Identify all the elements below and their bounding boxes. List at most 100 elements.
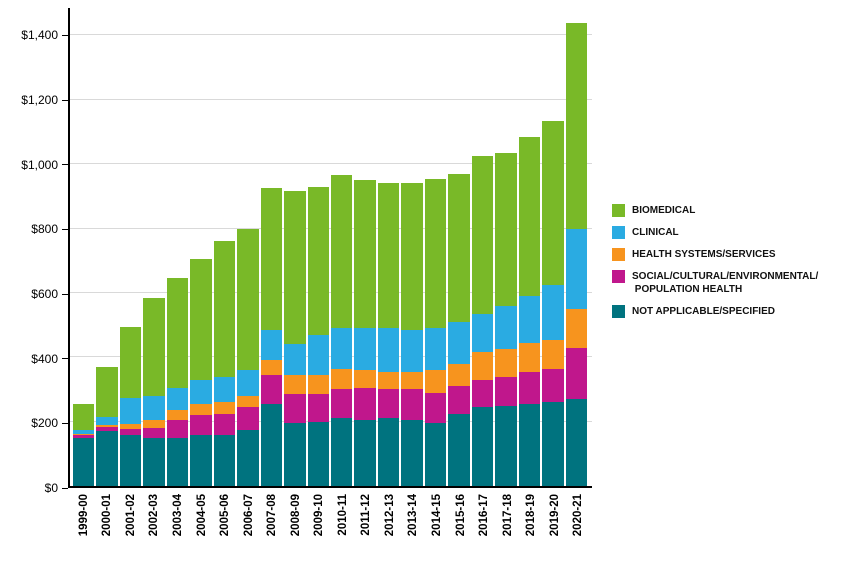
x-axis-label: 2015-16 bbox=[454, 494, 467, 537]
bar-segment bbox=[284, 394, 306, 424]
bar-segment bbox=[143, 297, 165, 396]
bar-segment bbox=[330, 328, 353, 369]
bar-segment bbox=[119, 429, 142, 436]
legend-swatch bbox=[612, 226, 625, 239]
bar-segment bbox=[143, 437, 165, 486]
y-axis-tick-mark bbox=[62, 358, 68, 360]
bar-segment bbox=[448, 363, 470, 387]
bar-segment bbox=[424, 423, 447, 486]
bar-2008-09 bbox=[284, 8, 306, 486]
bar-segment bbox=[260, 188, 283, 330]
y-axis-tick-label: $200 bbox=[31, 416, 58, 431]
x-axis-label: 2011-12 bbox=[360, 494, 373, 536]
bar-segment bbox=[401, 371, 423, 390]
bar-segment bbox=[190, 403, 212, 416]
bar-2001-02 bbox=[119, 8, 142, 486]
bar-segment bbox=[190, 434, 212, 486]
bar-segment bbox=[284, 191, 306, 345]
x-axis-label: 2019-20 bbox=[548, 494, 561, 537]
legend-label: NOT APPLICABLE/SPECIFIED bbox=[632, 306, 775, 317]
bars-container bbox=[70, 8, 592, 486]
bar-segment bbox=[237, 407, 259, 430]
x-axis-label: 2004-05 bbox=[195, 494, 208, 537]
bar-segment bbox=[260, 360, 283, 375]
bar-segment bbox=[96, 424, 118, 428]
bar-segment bbox=[518, 136, 541, 297]
y-axis-tick-mark bbox=[62, 99, 68, 101]
chart-area: $0 $200 $400 $600 $800 $1,000 $1,200 $1,400 199… bbox=[0, 8, 594, 570]
bar-segment bbox=[354, 370, 376, 388]
x-axis-label: 2020-21 bbox=[572, 494, 585, 537]
bar-segment bbox=[354, 180, 376, 329]
bar-segment bbox=[143, 420, 165, 429]
x-axis-label: 2016-17 bbox=[478, 494, 491, 537]
bar-2007-08 bbox=[260, 8, 283, 486]
x-axis-label: 2008-09 bbox=[289, 494, 302, 537]
bar-segment bbox=[73, 435, 95, 439]
bar-segment bbox=[518, 371, 541, 404]
bar-2016-17 bbox=[471, 8, 494, 486]
x-axis-label: 2006-07 bbox=[242, 494, 255, 537]
bar-2004-05 bbox=[190, 8, 212, 486]
bar-2006-07 bbox=[237, 8, 259, 486]
bar-segment bbox=[260, 374, 283, 404]
plot-area bbox=[68, 8, 592, 488]
bar-2002-03 bbox=[143, 8, 165, 486]
bar-segment bbox=[73, 403, 95, 430]
y-axis-tick-label: $1,000 bbox=[21, 157, 58, 172]
bar-segment bbox=[166, 410, 189, 421]
bar-segment bbox=[542, 339, 564, 369]
legend-swatch bbox=[612, 204, 625, 217]
x-axis-label: 1999-00 bbox=[77, 494, 90, 537]
bar-2015-16 bbox=[448, 8, 470, 486]
bar-segment bbox=[518, 342, 541, 372]
y-axis-tick-mark bbox=[62, 228, 68, 230]
x-axis-spacer bbox=[0, 488, 70, 570]
bar-segment bbox=[377, 418, 400, 486]
bar-segment bbox=[119, 423, 142, 430]
bar-segment bbox=[284, 374, 306, 395]
bar-2000-01 bbox=[96, 8, 118, 486]
y-axis-tick-mark bbox=[62, 422, 68, 424]
bar-segment bbox=[73, 433, 95, 436]
legend-label: SOCIAL/CULTURAL/ENVIRONMENTAL/ POPULATIO… bbox=[632, 271, 819, 295]
legend-swatch bbox=[612, 248, 625, 261]
x-axis-label: 2018-19 bbox=[525, 494, 538, 537]
bar-segment bbox=[260, 403, 283, 486]
bar-segment bbox=[330, 368, 353, 390]
bar-segment bbox=[96, 416, 118, 425]
x-axis-label: 2001-02 bbox=[124, 494, 137, 537]
bar-segment bbox=[542, 402, 564, 486]
x-axis-labels: 1999-00 2000-01 2001-02 2002-03 2003-04 2004-… bbox=[70, 488, 594, 570]
y-axis: $0 $200 $400 $600 $800 $1,000 $1,200 $1,400 bbox=[0, 8, 68, 495]
y-axis-tick-label: $800 bbox=[31, 222, 58, 237]
bar-segment bbox=[237, 395, 259, 408]
bar-segment bbox=[424, 178, 447, 329]
y-axis-tick-mark bbox=[62, 34, 68, 36]
bar-segment bbox=[401, 329, 423, 372]
bar-segment bbox=[471, 156, 494, 314]
bar-segment bbox=[119, 327, 142, 398]
bar-segment bbox=[96, 431, 118, 486]
bar-segment bbox=[354, 328, 376, 371]
bar-segment bbox=[377, 389, 400, 419]
x-axis-label: 2010-11 bbox=[336, 494, 349, 536]
x-axis-label: 2002-03 bbox=[148, 494, 161, 537]
bar-segment bbox=[518, 403, 541, 486]
bar-segment bbox=[542, 368, 564, 403]
gridline bbox=[70, 163, 592, 165]
legend-label: BIOMEDICAL bbox=[632, 205, 696, 216]
x-axis-label: 2012-13 bbox=[383, 494, 396, 537]
bar-segment bbox=[565, 308, 587, 348]
bar-segment bbox=[119, 435, 142, 486]
bar-segment bbox=[471, 379, 494, 408]
gridline bbox=[70, 98, 592, 100]
bar-segment bbox=[166, 278, 189, 388]
bar-segment bbox=[119, 397, 142, 424]
bar-2005-06 bbox=[213, 8, 236, 486]
bar-segment bbox=[307, 334, 329, 375]
bar-2012-13 bbox=[377, 8, 400, 486]
bar-segment bbox=[307, 394, 329, 422]
bar-segment bbox=[213, 413, 236, 435]
bar-segment bbox=[424, 328, 447, 371]
